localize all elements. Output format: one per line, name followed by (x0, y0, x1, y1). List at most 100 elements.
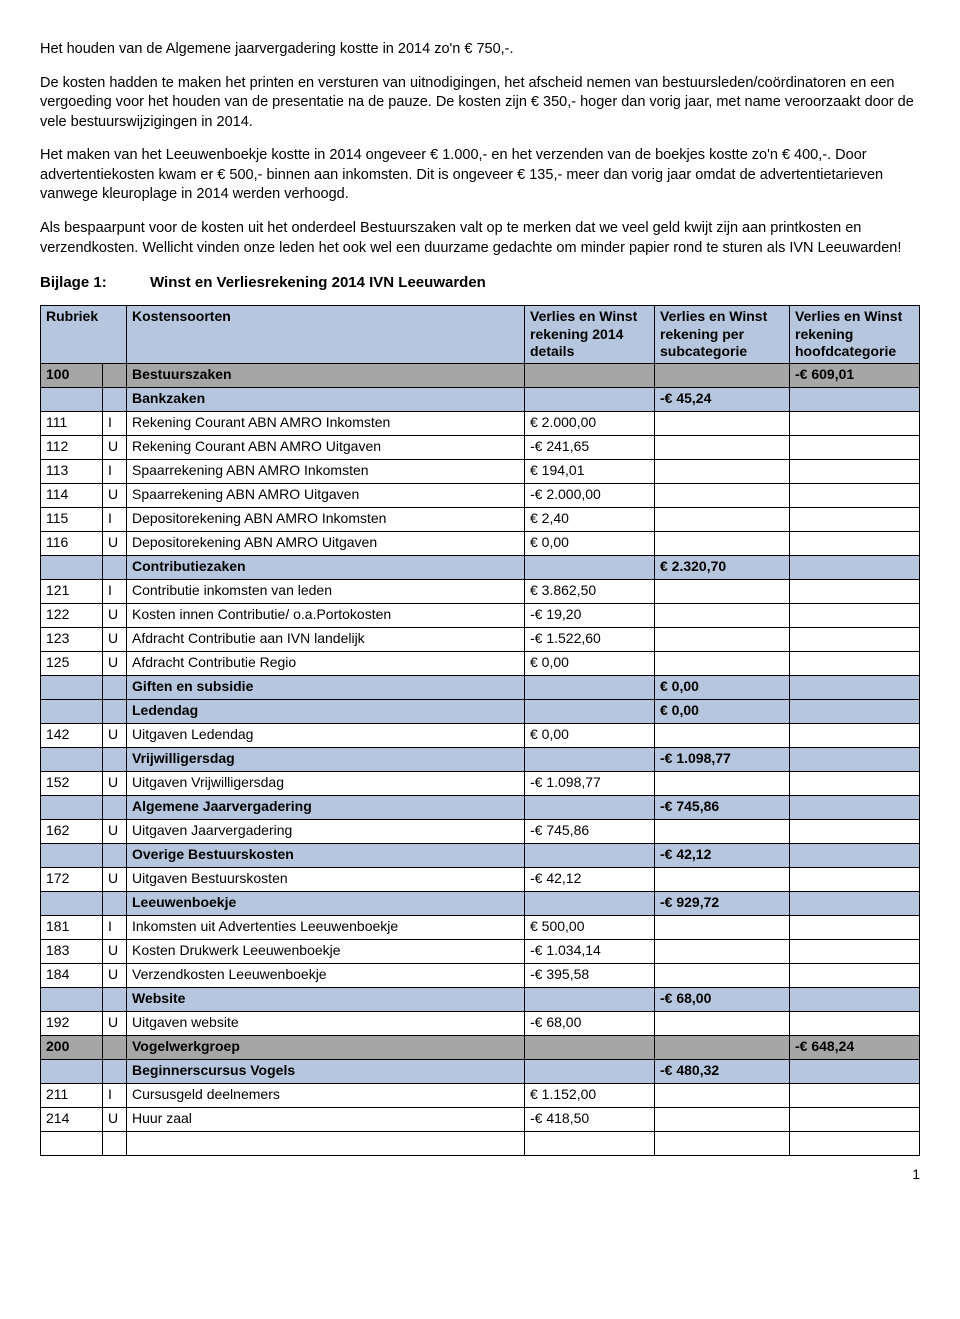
table-row: 214UHuur zaal-€ 418,50 (41, 1107, 920, 1131)
table-row: 184UVerzendkosten Leeuwenboekje-€ 395,58 (41, 963, 920, 987)
cell-desc: Uitgaven Bestuurskosten (127, 867, 525, 891)
cell-desc: Uitgaven Ledendag (127, 723, 525, 747)
cell-v2 (655, 483, 790, 507)
cell-iu (103, 1131, 127, 1155)
cell-iu (103, 987, 127, 1011)
bijlage-heading: Bijlage 1: Winst en Verliesrekening 2014… (40, 274, 920, 291)
cell-iu (103, 795, 127, 819)
cell-rub (41, 1131, 103, 1155)
cell-v1: € 500,00 (525, 915, 655, 939)
cell-v3 (790, 723, 920, 747)
cell-rub: 152 (41, 771, 103, 795)
cell-iu: U (103, 483, 127, 507)
hdr-v1: Verlies en Winst rekening 2014 details (525, 306, 655, 364)
cell-iu: U (103, 819, 127, 843)
cell-desc: Afdracht Contributie aan IVN landelijk (127, 627, 525, 651)
cell-v2: -€ 1.098,77 (655, 747, 790, 771)
table-row: 152UUitgaven Vrijwilligersdag-€ 1.098,77 (41, 771, 920, 795)
cell-rub (41, 699, 103, 723)
cell-v1 (525, 1131, 655, 1155)
cell-v2 (655, 1083, 790, 1107)
table-row: Contributiezaken€ 2.320,70 (41, 555, 920, 579)
paragraph-1: Het houden van de Algemene jaarvergaderi… (40, 40, 920, 60)
cell-v3 (790, 411, 920, 435)
cell-iu (103, 699, 127, 723)
cell-v2 (655, 363, 790, 387)
bijlage-title: Winst en Verliesrekening 2014 IVN Leeuwa… (150, 274, 486, 291)
cell-v1: -€ 745,86 (525, 819, 655, 843)
cell-rub: 111 (41, 411, 103, 435)
cell-iu: U (103, 627, 127, 651)
cell-desc: Uitgaven website (127, 1011, 525, 1035)
cell-v1: € 194,01 (525, 459, 655, 483)
cell-rub: 112 (41, 435, 103, 459)
paragraph-4: Als bespaarpunt voor de kosten uit het o… (40, 219, 920, 258)
table-row: 100Bestuurszaken-€ 609,01 (41, 363, 920, 387)
cell-rub: 192 (41, 1011, 103, 1035)
table-row: 115IDepositorekening ABN AMRO Inkomsten€… (41, 507, 920, 531)
cell-iu: U (103, 531, 127, 555)
cell-rub (41, 387, 103, 411)
cell-v1: -€ 1.522,60 (525, 627, 655, 651)
cell-iu: I (103, 1083, 127, 1107)
cell-v2: € 0,00 (655, 699, 790, 723)
cell-v3 (790, 795, 920, 819)
cell-v3 (790, 891, 920, 915)
cell-desc: Bankzaken (127, 387, 525, 411)
table-row: 192UUitgaven website-€ 68,00 (41, 1011, 920, 1035)
cell-desc: Website (127, 987, 525, 1011)
cell-v3 (790, 987, 920, 1011)
cell-desc: Ledendag (127, 699, 525, 723)
cell-v1: -€ 68,00 (525, 1011, 655, 1035)
cell-v2: -€ 42,12 (655, 843, 790, 867)
cell-rub (41, 891, 103, 915)
cell-v3 (790, 1011, 920, 1035)
cell-iu: U (103, 963, 127, 987)
table-row: 211ICursusgeld deelnemers€ 1.152,00 (41, 1083, 920, 1107)
cell-v2 (655, 1131, 790, 1155)
cell-v2 (655, 459, 790, 483)
table-row: Giften en subsidie€ 0,00 (41, 675, 920, 699)
cell-v1: -€ 1.034,14 (525, 939, 655, 963)
cell-rub: 211 (41, 1083, 103, 1107)
financial-table: Rubriek Kostensoorten Verlies en Winst r… (40, 305, 920, 1156)
cell-v3 (790, 603, 920, 627)
cell-v2 (655, 651, 790, 675)
cell-rub: 100 (41, 363, 103, 387)
cell-v3 (790, 507, 920, 531)
cell-v3 (790, 1107, 920, 1131)
cell-v3 (790, 747, 920, 771)
cell-rub: 181 (41, 915, 103, 939)
cell-v2 (655, 531, 790, 555)
table-row: 183UKosten Drukwerk Leeuwenboekje-€ 1.03… (41, 939, 920, 963)
cell-rub: 121 (41, 579, 103, 603)
cell-desc: Giften en subsidie (127, 675, 525, 699)
cell-rub (41, 747, 103, 771)
cell-iu: U (103, 939, 127, 963)
cell-desc: Vogelwerkgroep (127, 1035, 525, 1059)
paragraph-2: De kosten hadden te maken het printen en… (40, 74, 920, 133)
cell-rub: 123 (41, 627, 103, 651)
cell-v3 (790, 1083, 920, 1107)
table-header-row: Rubriek Kostensoorten Verlies en Winst r… (41, 306, 920, 364)
cell-iu: U (103, 603, 127, 627)
cell-v2 (655, 867, 790, 891)
table-row: 113ISpaarrekening ABN AMRO Inkomsten€ 19… (41, 459, 920, 483)
cell-v1 (525, 1059, 655, 1083)
cell-rub (41, 795, 103, 819)
cell-desc: Cursusgeld deelnemers (127, 1083, 525, 1107)
cell-v2 (655, 819, 790, 843)
cell-desc: Rekening Courant ABN AMRO Inkomsten (127, 411, 525, 435)
hdr-kosten: Kostensoorten (127, 306, 525, 364)
cell-v3 (790, 843, 920, 867)
cell-v3 (790, 915, 920, 939)
table-row: 111IRekening Courant ABN AMRO Inkomsten€… (41, 411, 920, 435)
cell-iu: U (103, 867, 127, 891)
cell-desc: Inkomsten uit Advertenties Leeuwenboekje (127, 915, 525, 939)
cell-iu: U (103, 1011, 127, 1035)
cell-desc: Spaarrekening ABN AMRO Uitgaven (127, 483, 525, 507)
cell-desc: Uitgaven Vrijwilligersdag (127, 771, 525, 795)
cell-iu: I (103, 411, 127, 435)
cell-desc: Kosten innen Contributie/ o.a.Portokoste… (127, 603, 525, 627)
hdr-v2: Verlies en Winst rekening per subcategor… (655, 306, 790, 364)
